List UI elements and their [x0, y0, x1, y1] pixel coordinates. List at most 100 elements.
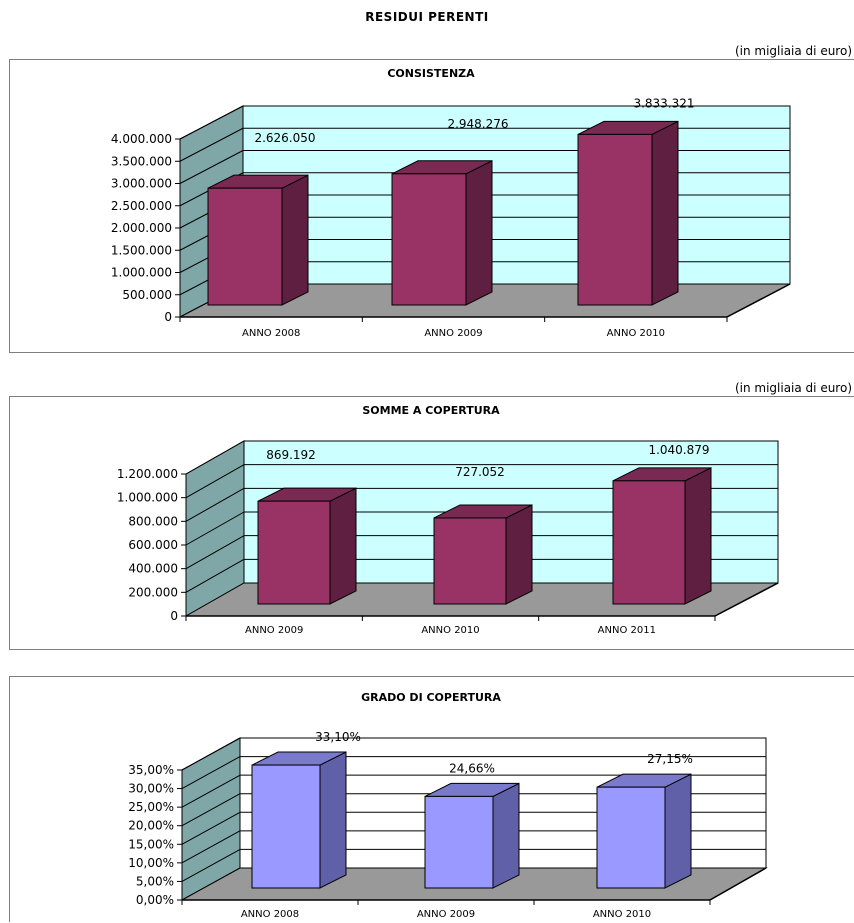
y-tick-label: 1.000.000: [117, 491, 178, 505]
gridline-side: [181, 737, 241, 771]
category-label: ANNO 2009: [424, 328, 482, 339]
gridline-side: [181, 793, 241, 827]
bar-side: [684, 467, 712, 605]
data-label: 2.626.050: [254, 131, 315, 145]
chart-somme-panel: SOMME A COPERTURA 0 200.000 400.000 600.000 8…: [9, 396, 854, 650]
bar: [207, 174, 309, 306]
gridline-side: [181, 774, 241, 808]
y-tick-label: 1.500.000: [111, 243, 172, 257]
category-label: ANNO 2011: [598, 625, 656, 636]
gridline-side: [181, 756, 241, 790]
y-tick-label: 2.500.000: [111, 199, 172, 213]
data-label: 27,15%: [647, 752, 693, 766]
y-tick-label: 3.500.000: [111, 154, 172, 168]
bar: [424, 782, 520, 889]
y-tick-label: 200.000: [128, 585, 178, 599]
y-tick-label: 35,00%: [128, 763, 174, 777]
bar: [251, 751, 347, 889]
data-label: 3.833.321: [633, 96, 694, 110]
gridline-side: [179, 150, 244, 184]
data-label: 24,66%: [449, 761, 495, 775]
y-tick-label: 0: [164, 310, 172, 324]
gridline-side: [185, 464, 245, 499]
bar-front: [207, 187, 283, 306]
chart-title: SOMME A COPERTURA: [362, 404, 500, 417]
y-tick-label: 0,00%: [136, 893, 174, 907]
chart-grado-panel: GRADO DI COPERTURA 0,00% 5,00% 10,00% 15,00%…: [9, 676, 854, 922]
y-tick-label: 15,00%: [128, 837, 174, 851]
bar-side: [492, 782, 520, 889]
bar: [433, 504, 533, 605]
chart-consistenza-panel: CONSISTENZA 0 500.000 1.000.000 1.500.000 2.0…: [9, 59, 854, 353]
y-tick-label: 400.000: [128, 562, 178, 576]
y-tick-label: 600.000: [128, 538, 178, 552]
chart-title: GRADO DI COPERTURA: [361, 691, 501, 704]
y-tick-label: 0: [170, 609, 178, 623]
y-tick-label: 4.000.000: [111, 132, 172, 146]
y-tick-label: 10,00%: [128, 856, 174, 870]
y-tick-label: 3.000.000: [111, 177, 172, 191]
unit-note-consistenza: (in migliaia di euro): [734, 44, 852, 58]
y-tick-label: 1.200.000: [117, 467, 178, 481]
category-label: ANNO 2008: [242, 328, 300, 339]
bar-front: [612, 480, 686, 605]
floor-edge: [726, 283, 791, 318]
data-label: 33,10%: [315, 730, 361, 744]
bar-front: [433, 517, 507, 605]
data-label: 2.948.276: [447, 117, 508, 131]
data-label: 727.052: [455, 465, 505, 479]
y-tick-label: 20,00%: [128, 819, 174, 833]
y-tick-label: 30,00%: [128, 782, 174, 796]
floor-edge: [709, 867, 767, 901]
bar: [391, 159, 493, 306]
floor-edge: [714, 582, 779, 617]
bar-side: [281, 174, 309, 306]
unit-note-somme: (in migliaia di euro): [734, 381, 852, 395]
y-tick-label: 5,00%: [136, 874, 174, 888]
gridline-side: [185, 440, 245, 475]
chart-consistenza: CONSISTENZA 0 500.000 1.000.000 1.500.000 2.0…: [111, 67, 791, 339]
data-label: 1.040.879: [648, 443, 709, 457]
gridline-side: [185, 487, 245, 522]
y-tick-label: 2.000.000: [111, 221, 172, 235]
bar-side: [329, 487, 357, 605]
category-label: ANNO 2009: [417, 909, 475, 920]
bar-front: [577, 133, 653, 306]
bar: [577, 120, 679, 306]
category-label: ANNO 2009: [245, 625, 303, 636]
category-label: ANNO 2008: [241, 909, 299, 920]
gridline-side: [179, 127, 244, 162]
category-label: ANNO 2010: [593, 909, 651, 920]
y-tick-label: 800.000: [128, 514, 178, 528]
category-label: ANNO 2010: [421, 625, 479, 636]
data-label: 869.192: [266, 448, 316, 462]
gridline-side: [181, 830, 241, 864]
bar: [257, 487, 357, 605]
bar-front: [596, 786, 666, 889]
chart-grado: GRADO DI COPERTURA 0,00% 5,00% 10,00% 15,00%…: [128, 691, 768, 920]
bar-side: [319, 751, 347, 889]
gridline-side: [181, 811, 241, 845]
y-tick-label: 500.000: [122, 288, 172, 302]
bar-side: [465, 159, 493, 306]
bar-side: [651, 120, 679, 306]
bar-front: [424, 795, 494, 889]
chart-somme: SOMME A COPERTURA 0 200.000 400.000 600.000 8…: [117, 404, 779, 636]
y-tick-label: 1.000.000: [111, 266, 172, 280]
bar: [612, 467, 712, 605]
bar-front: [251, 764, 321, 889]
gridline-side: [185, 558, 245, 593]
page-title: RESIDUI PERENTI: [365, 10, 489, 24]
gridline-side: [185, 535, 245, 570]
category-label: ANNO 2010: [607, 328, 665, 339]
bar: [596, 773, 692, 889]
bar-front: [391, 173, 467, 306]
y-tick-label: 25,00%: [128, 800, 174, 814]
gridline-side: [181, 848, 241, 882]
chart-title: CONSISTENZA: [387, 67, 475, 80]
gridline-side: [179, 105, 244, 140]
bar-side: [505, 504, 533, 605]
bar-front: [257, 500, 331, 605]
gridline-side: [185, 511, 245, 546]
bar-side: [664, 773, 692, 889]
